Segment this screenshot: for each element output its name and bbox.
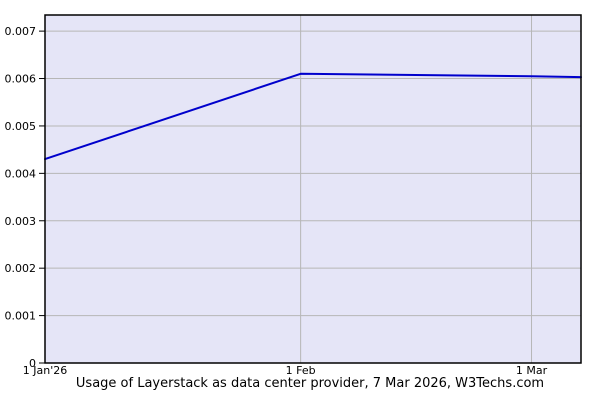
x-tick-label: 1 Mar [516,364,548,377]
y-tick-label: 0.001 [5,310,37,323]
x-tick-label: 1 Feb [286,364,316,377]
y-tick-label: 0.007 [5,25,37,38]
data-line [44,72,582,161]
y-tick-label: 0.006 [5,73,37,86]
plot-frame [44,14,582,364]
y-tick-label: 0.004 [5,167,37,180]
x-tick-label: 1 Jan'26 [23,364,67,377]
y-tick-label: 0 [29,357,36,370]
y-tick-label: 0.003 [5,215,37,228]
y-tick-label: 0.002 [5,262,37,275]
y-tick-label: 0.005 [5,120,37,133]
plot-area [45,15,581,363]
chart-caption: Usage of Layerstack as data center provi… [75,376,545,391]
